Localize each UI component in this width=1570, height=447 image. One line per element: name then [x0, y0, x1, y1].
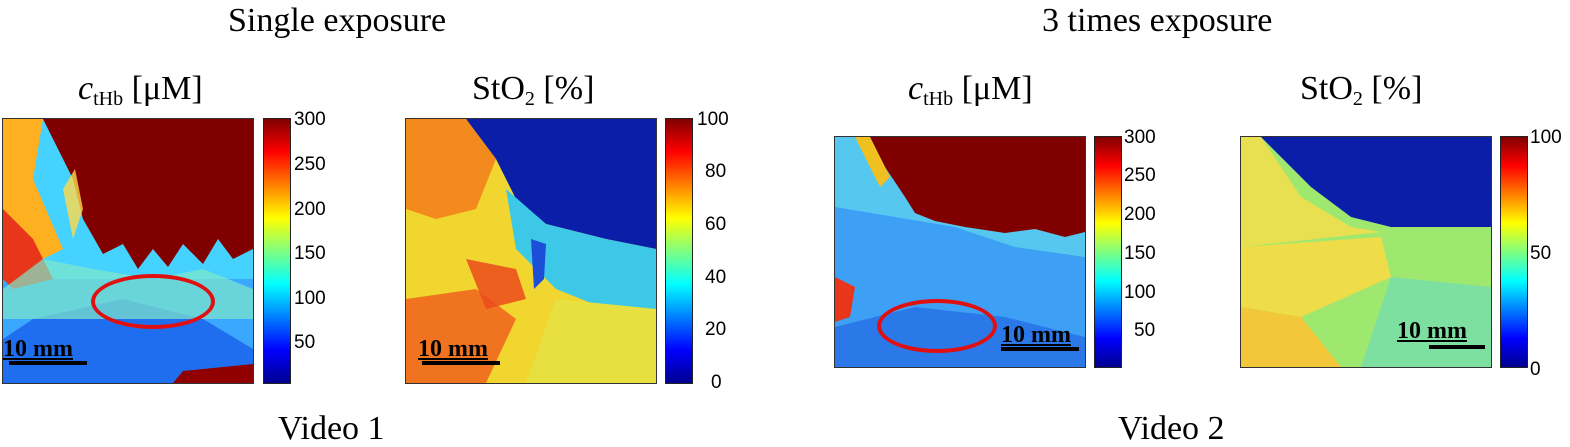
caption-video-1: Video 1 [278, 410, 385, 447]
colorbar-sto2-3x [1500, 136, 1528, 368]
colorbar-tick: 300 [1124, 127, 1156, 148]
colorbar-tick: 250 [1124, 165, 1156, 186]
scale-bar-label: 10 mm [1001, 322, 1071, 348]
quantity-subscript: tHb [93, 88, 124, 110]
colorbar-tick: 200 [294, 199, 326, 220]
highlight-ellipse [877, 299, 997, 353]
sto2-map-single: 10 mm [405, 118, 657, 384]
scale-bar [1429, 345, 1485, 349]
caption-video-2: Video 2 [1118, 410, 1225, 447]
quantity-subscript: tHb [923, 88, 954, 110]
cthb-heatmap-image [3, 119, 253, 383]
colorbar-tick: 100 [1124, 282, 1156, 303]
colorbar-gradient [1501, 137, 1527, 367]
quantity-unit: [%] [543, 70, 595, 107]
colorbar-tick: 150 [1124, 243, 1156, 264]
scale-bar-label: 10 mm [3, 336, 73, 362]
quantity-unit: [μM] [131, 70, 203, 107]
panel-title-sto2-2: StO2 [%] [1300, 70, 1423, 110]
colorbar-tick: 40 [705, 267, 727, 288]
colorbar-tick: 200 [1124, 204, 1156, 225]
quantity-unit: [μM] [961, 70, 1033, 107]
quantity-subscript: 2 [524, 88, 535, 110]
panel-title-cthb-1: ctHb [μM] [78, 70, 203, 110]
colorbar-gradient [264, 119, 290, 383]
colorbar-tick: 50 [294, 332, 316, 353]
scale-bar-label: 10 mm [418, 336, 488, 362]
cthb-map-3x: 10 mm [834, 136, 1086, 368]
highlight-ellipse [91, 274, 215, 329]
colorbar-cthb-single [263, 118, 291, 384]
sto2-heatmap-image [406, 119, 656, 383]
panel-title-cthb-2: ctHb [μM] [908, 70, 1033, 110]
quantity-symbol: c [908, 70, 924, 107]
colorbar-cthb-3x [1094, 136, 1122, 368]
quantity-symbol: StO [472, 70, 525, 107]
sto2-map-3x: 10 mm [1240, 136, 1492, 368]
colorbar-tick: 80 [705, 161, 727, 182]
colorbar-tick: 50 [1530, 243, 1552, 264]
group-title-single-exposure: Single exposure [228, 2, 447, 39]
quantity-subscript: 2 [1352, 88, 1363, 110]
cthb-map-single: 10 mm [2, 118, 254, 384]
scale-bar-label: 10 mm [1397, 318, 1467, 344]
quantity-symbol: StO [1300, 70, 1353, 107]
colorbar-tick: 0 [1530, 359, 1541, 380]
colorbar-tick: 100 [1530, 127, 1562, 148]
sto2-heatmap-image [1241, 137, 1491, 367]
scale-bar [9, 361, 87, 365]
colorbar-tick: 300 [294, 109, 326, 130]
colorbar-tick: 20 [705, 319, 727, 340]
colorbar-tick: 60 [705, 214, 727, 235]
quantity-unit: [%] [1371, 70, 1423, 107]
scale-bar [422, 361, 500, 365]
panel-title-sto2-1: StO2 [%] [472, 70, 595, 110]
colorbar-gradient [1095, 137, 1121, 367]
group-title-3-times-exposure: 3 times exposure [1042, 2, 1273, 39]
colorbar-tick: 150 [294, 243, 326, 264]
colorbar-tick: 250 [294, 154, 326, 175]
colorbar-tick: 100 [697, 109, 729, 130]
colorbar-sto2-single [665, 118, 693, 384]
colorbar-tick: 0 [711, 372, 722, 393]
quantity-symbol: c [78, 70, 94, 107]
scale-bar [1001, 347, 1079, 351]
colorbar-tick: 50 [1134, 320, 1156, 341]
colorbar-gradient [666, 119, 692, 383]
colorbar-tick: 100 [294, 288, 326, 309]
